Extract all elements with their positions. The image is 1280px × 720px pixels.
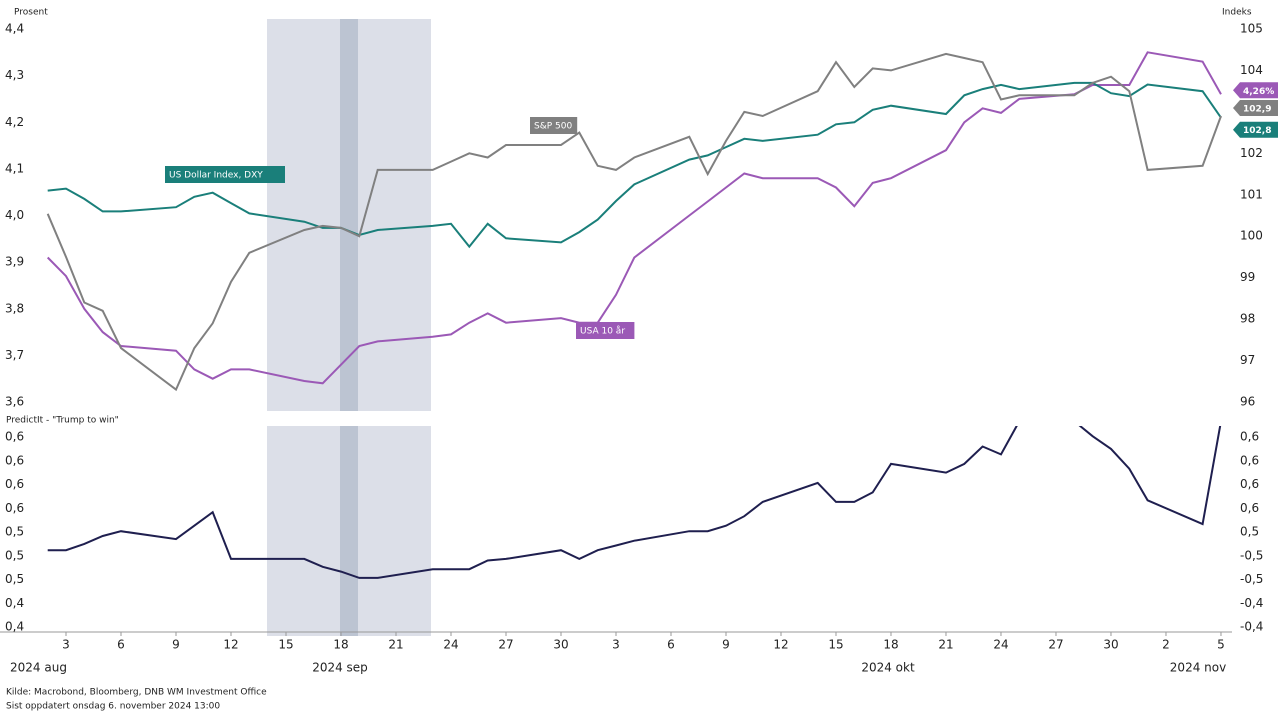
series-label: S&P 500: [534, 122, 572, 132]
y-tick-label: 3,9: [5, 255, 24, 269]
x-tick-label: 9: [172, 638, 180, 652]
series-label: USA 10 år: [580, 326, 625, 337]
y-tick-label: 0,5: [5, 548, 24, 562]
y2-tick-label: 105: [1240, 22, 1263, 36]
y2-tick-label: 102: [1240, 146, 1263, 160]
series-line: [47, 426, 1222, 579]
x-tick-label: 6: [667, 638, 675, 652]
series-label-box: [165, 166, 285, 183]
x-tick-label: 15: [828, 638, 843, 652]
x-tick-label: 2: [1162, 638, 1170, 652]
x-tick-label: 12: [223, 638, 238, 652]
x-tick-label: 30: [1103, 638, 1118, 652]
y2-tick-label: 101: [1240, 187, 1263, 201]
y-tick-label: 4,2: [5, 115, 24, 129]
series-label-box: [576, 322, 635, 339]
x-month-label: 2024 aug: [10, 661, 67, 675]
end-label: 4,26%: [1243, 87, 1274, 97]
x-tick-label: 6: [117, 638, 125, 652]
x-tick-label: 9: [722, 638, 730, 652]
y-tick-label: 0,6: [5, 430, 24, 444]
chart-title: PredictIt - "Trump to win": [6, 416, 119, 426]
y-tick-label: 0,5: [5, 525, 24, 539]
y2-tick-label: 0,5: [1240, 525, 1259, 539]
y2-tick-label: 96: [1240, 395, 1255, 409]
y-tick-label: 4,1: [5, 161, 24, 175]
y2-tick-label: 104: [1240, 63, 1263, 77]
y2-tick-label: 100: [1240, 229, 1263, 243]
y2-tick-label: -0,5: [1240, 548, 1263, 562]
y2-tick-label: 0,6: [1240, 477, 1259, 491]
series-line: [46, 52, 1222, 392]
y-tick-label: 0,6: [5, 453, 24, 467]
y-tick-label: 0,4: [5, 596, 24, 610]
y2-tick-label: -0,4: [1240, 596, 1263, 610]
end-label-tag: [1233, 82, 1278, 99]
highlight-day: [340, 426, 358, 636]
y-tick-label: 4,4: [5, 22, 24, 36]
end-label-tag: [1233, 121, 1278, 138]
y2-tick-label: -0,4: [1240, 620, 1263, 634]
y-tick-label: 4,0: [5, 208, 24, 222]
y2-tick-label: 0,6: [1240, 453, 1259, 467]
x-month-label: 2024 okt: [861, 661, 915, 675]
y-tick-label: 0,4: [5, 620, 24, 634]
x-tick-label: 15: [278, 638, 293, 652]
series-line: [47, 81, 1222, 249]
x-tick-label: 12: [773, 638, 788, 652]
end-label-tag: [1233, 100, 1278, 117]
x-tick-label: 18: [333, 638, 348, 652]
y2-tick-label: 99: [1240, 270, 1255, 284]
y2-tick-label: 97: [1240, 353, 1255, 367]
plots: [46, 51, 1222, 579]
x-tick-label: 21: [388, 638, 403, 652]
y2-tick-label: 0,6: [1240, 501, 1259, 515]
series-label-box: [530, 117, 578, 134]
y-tick-label: 3,6: [5, 395, 24, 409]
x-tick-label: 3: [612, 638, 620, 652]
y2-axis-title: Indeks: [1222, 8, 1252, 18]
end-label: 102,8: [1243, 126, 1271, 136]
x-tick-label: 27: [1048, 638, 1063, 652]
series-line: [46, 51, 1222, 385]
x-tick-label: 30: [553, 638, 568, 652]
x-tick-label: 21: [938, 638, 953, 652]
source: Kilde: Macrobond, Bloomberg, DNB WM Inve…: [6, 688, 267, 698]
y-tick-label: 0,6: [5, 477, 24, 491]
end-label: 102,9: [1243, 105, 1271, 115]
y2-tick-label: -0,5: [1240, 572, 1263, 586]
x-tick-label: 18: [883, 638, 898, 652]
updated: Sist oppdatert onsdag 6. november 2024 1…: [6, 702, 220, 712]
y-tick-label: 3,8: [5, 301, 24, 315]
y-tick-label: 0,5: [5, 572, 24, 586]
x-tick-label: 3: [62, 638, 70, 652]
x-tick-label: 27: [498, 638, 513, 652]
series-label: US Dollar Index, DXY: [169, 171, 263, 181]
series-group: [47, 426, 1222, 579]
x-month-label: 2024 sep: [312, 661, 368, 675]
y-axis-title: Prosent: [14, 8, 48, 18]
y2-tick-label: 98: [1240, 312, 1255, 326]
y2-tick-label: 0,6: [1240, 430, 1259, 444]
x-tick-label: 24: [443, 638, 458, 652]
highlight-day: [340, 19, 358, 411]
y-tick-label: 0,6: [5, 501, 24, 515]
x-month-label: 2024 nov: [1170, 661, 1226, 675]
series-group: [46, 51, 1222, 392]
y-tick-label: 4,3: [5, 68, 24, 82]
x-tick-label: 24: [993, 638, 1008, 652]
x-tick-label: 5: [1217, 638, 1225, 652]
y-tick-label: 3,7: [5, 348, 24, 362]
